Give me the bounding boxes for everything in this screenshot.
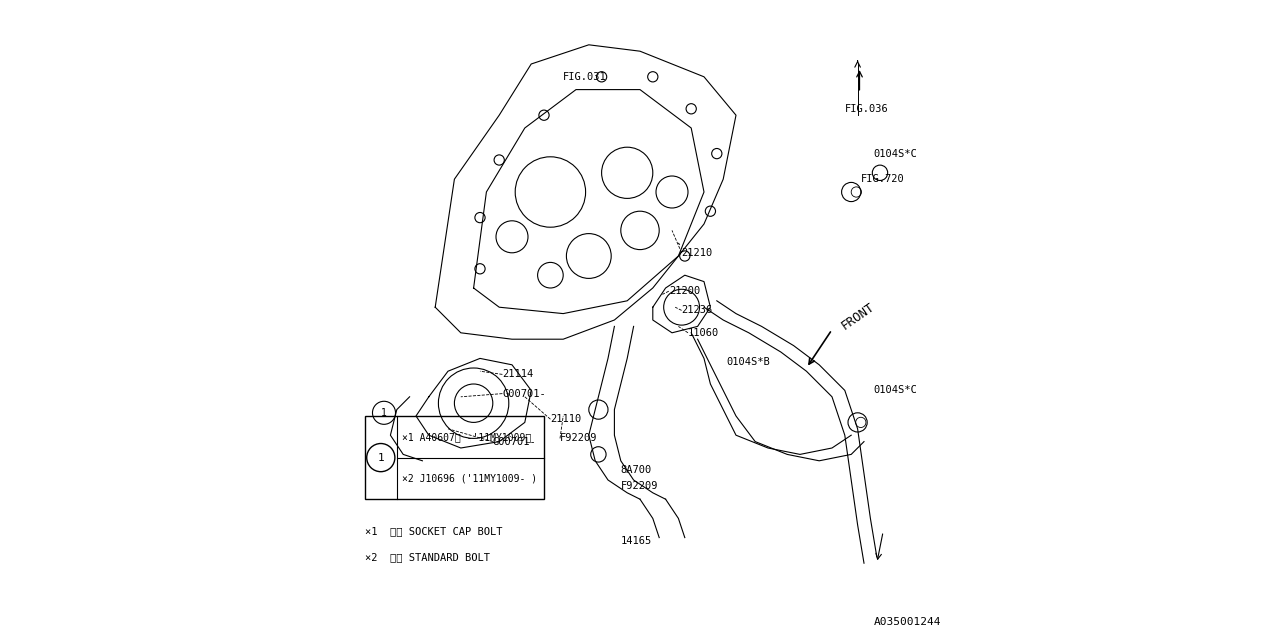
Text: 11060: 11060	[689, 328, 719, 338]
Text: 0104S*B: 0104S*B	[727, 356, 771, 367]
Text: 21114: 21114	[502, 369, 534, 380]
Text: 21110: 21110	[550, 414, 581, 424]
Text: G00701-: G00701-	[502, 388, 547, 399]
Text: F92209: F92209	[561, 433, 598, 444]
Text: ×1  ⓈⓉ SOCKET CAP BOLT: ×1 ⓈⓉ SOCKET CAP BOLT	[365, 526, 502, 536]
Text: 0104S*C: 0104S*C	[874, 385, 918, 396]
Text: F92209: F92209	[621, 481, 658, 492]
Text: 21210: 21210	[681, 248, 713, 258]
Text: ×2 J10696 ('11MY1009- ): ×2 J10696 ('11MY1009- )	[402, 474, 538, 483]
Bar	[365, 416, 544, 499]
Text: ×1 A40607（ -'11MY1009）: ×1 A40607（ -'11MY1009）	[402, 432, 531, 442]
Text: 1: 1	[378, 452, 384, 463]
Text: FRONT: FRONT	[838, 301, 877, 333]
Text: 0104S*C: 0104S*C	[874, 148, 918, 159]
Text: ×2  ⓈⓉ STANDARD BOLT: ×2 ⓈⓉ STANDARD BOLT	[365, 552, 490, 562]
Text: FIG.031: FIG.031	[563, 72, 607, 82]
Text: 21236: 21236	[681, 305, 713, 316]
Text: 21200: 21200	[668, 286, 700, 296]
Text: A035001244: A035001244	[873, 617, 941, 627]
Text: 1: 1	[381, 408, 387, 418]
Text: 8A700: 8A700	[621, 465, 652, 476]
Text: FIG.720: FIG.720	[860, 174, 905, 184]
Text: G00701-: G00701-	[493, 436, 536, 447]
Text: FIG.036: FIG.036	[845, 104, 888, 114]
Text: 14165: 14165	[621, 536, 652, 546]
